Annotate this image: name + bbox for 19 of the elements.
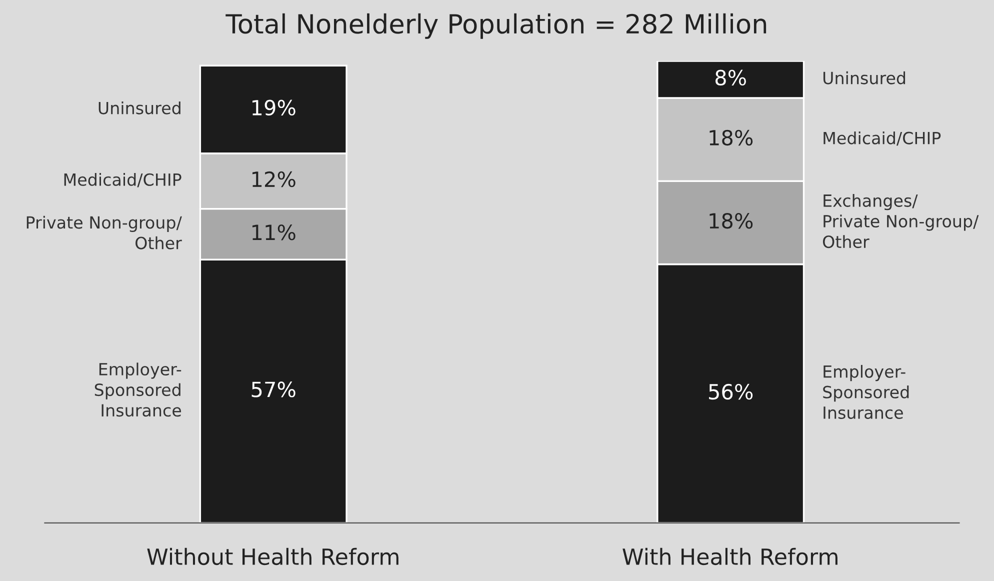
annotation: Medicaid/CHIP	[64, 173, 182, 188]
chart-title: Total Nonelderly Population = 282 Million	[226, 13, 766, 39]
annotation: Uninsured	[823, 71, 906, 84]
x-tick-label: Without Health Reform	[147, 548, 398, 566]
annotation: Employer- Sponsored Insurance	[823, 364, 909, 419]
data-label: 8%	[715, 70, 746, 86]
annotation: Private Non-group/ Other	[26, 216, 182, 250]
annotation: Employer- Sponsored Insurance	[94, 362, 182, 417]
data-label: 57%	[252, 382, 296, 398]
data-label: 19%	[252, 100, 296, 116]
annotation: Exchanges/ Private Non-group/ Other	[822, 194, 979, 248]
x-tick-label: With Health Reform	[622, 548, 838, 566]
data-label: 18%	[710, 212, 753, 229]
data-label: 12%	[252, 171, 296, 188]
data-label: 56%	[709, 384, 753, 400]
annotation: Medicaid/CHIP	[824, 131, 941, 146]
data-label: 11%	[252, 224, 296, 240]
data-label: 18%	[710, 130, 753, 146]
annotation: Uninsured	[98, 101, 180, 114]
